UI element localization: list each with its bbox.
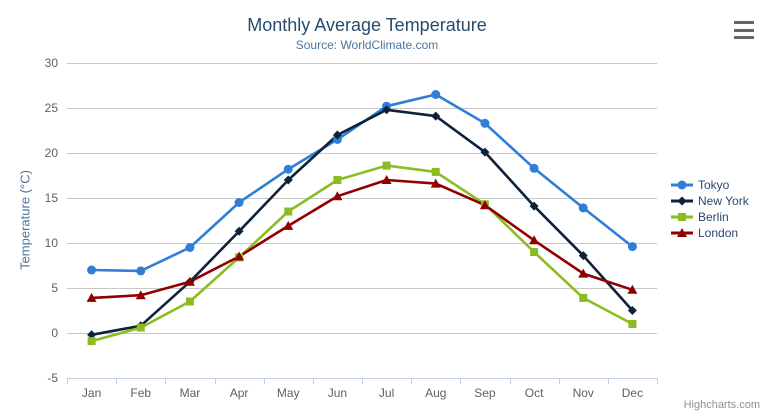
circle-marker-icon [671,180,693,190]
data-point-marker-tokyo[interactable] [87,265,97,275]
square-marker-icon [671,213,693,221]
data-point-marker-new-york[interactable] [234,226,244,236]
y-axis-label: -5 [47,371,58,385]
legend-marker-icon [677,196,687,206]
legend-item-new-york[interactable]: New York [671,193,749,209]
x-axis-label: Dec [622,386,643,400]
export-menu-button[interactable] [732,19,756,41]
data-point-marker-berlin[interactable] [530,248,539,256]
series-line-new-york [90,108,634,337]
x-axis-label: Sep [474,386,496,400]
x-axis-label: Jun [328,386,347,400]
data-point-marker-berlin[interactable] [185,297,194,306]
data-point-marker-berlin[interactable] [87,337,96,346]
data-point-marker-new-york[interactable] [627,306,637,315]
series-line-london [90,178,634,300]
data-point-marker-new-york[interactable] [529,201,539,211]
y-axis-label: 20 [45,146,59,160]
legend-item-label: Tokyo [698,178,730,192]
data-point-marker-tokyo[interactable] [185,243,195,252]
data-point-marker-new-york[interactable] [283,175,293,185]
data-point-marker-berlin[interactable] [382,161,391,170]
legend-marker-icon [677,228,687,237]
legend-item-tokyo[interactable]: Tokyo [671,177,749,193]
data-point-marker-new-york[interactable] [332,130,342,140]
data-point-marker-berlin[interactable] [579,293,588,302]
x-axis-label: Mar [180,386,201,400]
legend-item-london[interactable]: London [671,225,749,241]
legend-marker-icon [678,213,686,221]
data-point-marker-tokyo[interactable] [480,118,490,128]
data-point-marker-new-york[interactable] [87,330,97,340]
data-point-marker-berlin[interactable] [136,323,145,332]
data-point-marker-london[interactable] [479,200,490,210]
data-point-marker-london[interactable] [529,235,540,245]
data-point-marker-new-york[interactable] [431,111,441,121]
data-point-marker-tokyo[interactable] [283,164,293,174]
triangle-marker-icon [671,228,693,237]
data-point-marker-london[interactable] [381,175,392,184]
data-point-marker-tokyo[interactable] [578,203,588,213]
data-point-marker-new-york[interactable] [578,251,588,261]
x-axis-label: Apr [230,386,249,400]
data-point-marker-london[interactable] [234,251,245,261]
hamburger-menu-icon [734,36,754,39]
y-axis-label: 5 [51,281,58,295]
data-point-marker-tokyo[interactable] [431,90,441,99]
data-point-marker-london[interactable] [627,284,638,294]
y-axis-label: 15 [45,191,59,205]
data-point-marker-berlin[interactable] [333,176,342,184]
x-axis-label: Jan [82,386,101,400]
legend: Tokyo New York Berlin London [671,177,749,241]
x-axis-label: Jul [379,386,394,400]
x-axis-label: Aug [425,386,446,400]
x-axis-label: Nov [573,386,594,400]
x-axis-label: Feb [130,386,151,400]
data-point-marker-london[interactable] [86,292,97,302]
y-axis-label: 30 [45,56,59,70]
data-point-marker-tokyo[interactable] [234,198,244,207]
data-point-marker-london[interactable] [283,220,294,230]
hamburger-menu-icon [734,21,754,24]
y-axis-label: 0 [51,326,58,340]
data-point-marker-london[interactable] [430,178,441,188]
data-point-marker-berlin[interactable] [284,207,293,216]
series-line-berlin [90,164,634,343]
diamond-marker-icon [671,196,693,206]
hamburger-menu-icon [734,28,754,32]
y-axis-label: 25 [45,101,59,115]
data-point-marker-tokyo[interactable] [627,242,637,252]
data-point-marker-london[interactable] [135,290,146,300]
data-point-marker-tokyo[interactable] [136,266,146,276]
legend-item-label: New York [698,194,749,208]
y-axis-label: 10 [45,236,59,250]
chart-title: Monthly Average Temperature [247,15,487,35]
data-point-marker-london[interactable] [578,268,589,278]
credits-link[interactable]: Highcharts.com [683,399,760,411]
legend-item-label: London [698,226,739,240]
data-point-marker-berlin[interactable] [431,167,440,176]
legend-item-berlin[interactable]: Berlin [671,209,749,225]
data-point-marker-new-york[interactable] [382,105,392,115]
data-point-marker-new-york[interactable] [480,147,490,157]
legend-item-label: Berlin [698,210,729,224]
data-point-marker-tokyo[interactable] [529,163,539,173]
data-point-marker-berlin[interactable] [628,320,637,328]
data-point-marker-london[interactable] [184,276,195,286]
data-point-marker-london[interactable] [332,191,343,201]
chart-subtitle: Source: WorldClimate.com [295,38,439,52]
x-axis-label: May [277,386,300,400]
x-axis-label: Oct [525,386,544,400]
legend-marker-icon [677,180,687,190]
